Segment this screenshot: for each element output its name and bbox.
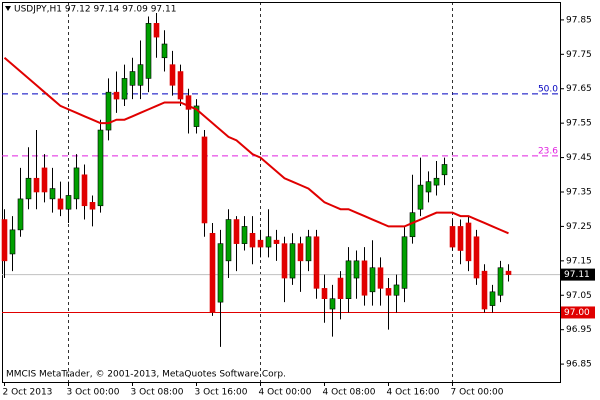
y-tick-label: 97.15 <box>566 256 592 266</box>
candle-body <box>257 239 264 248</box>
candle-body <box>481 270 488 310</box>
candle-body <box>297 243 304 262</box>
candle-body <box>441 164 448 176</box>
candle-body <box>1 219 8 262</box>
candle-body <box>105 91 112 131</box>
x-tick-label: 3 Oct 16:00 <box>195 388 248 398</box>
candle-body <box>385 288 392 296</box>
candle-body <box>377 267 384 289</box>
candle-body <box>209 233 216 313</box>
y-tick-label: 97.75 <box>566 50 592 60</box>
candle-body <box>401 236 408 289</box>
x-tick-label: 4 Oct 08:00 <box>323 388 376 398</box>
candle-body <box>217 243 224 303</box>
candle-body <box>433 177 440 186</box>
candle-body <box>473 236 480 279</box>
chart-title: USDJPY,H1 97.12 97.14 97.09 97.11 <box>14 5 176 15</box>
candle-body <box>33 177 40 193</box>
x-tick-label: 3 Oct 00:00 <box>67 388 120 398</box>
price-label: 97.00 <box>564 308 590 318</box>
moving-average <box>3 57 509 235</box>
y-tick-label: 97.45 <box>566 153 592 163</box>
candle-body <box>353 260 360 279</box>
candle-body <box>137 64 144 86</box>
y-tick-label: 96.95 <box>566 325 592 335</box>
y-tick-label: 96.85 <box>566 360 592 370</box>
y-tick-label: 97.55 <box>566 119 592 129</box>
candle-body <box>153 23 160 38</box>
level-label: 50.0 <box>538 84 558 94</box>
x-tick-label: 4 Oct 16:00 <box>387 388 440 398</box>
candle-body <box>449 226 456 248</box>
candle-body <box>9 229 16 255</box>
candle-body <box>281 243 288 279</box>
candle-body <box>505 270 512 275</box>
candle-body <box>121 78 128 100</box>
candle-body <box>273 239 280 244</box>
candle-body <box>417 184 424 210</box>
candle-body <box>57 198 64 210</box>
candle-body <box>201 136 208 224</box>
candle-body <box>41 167 48 193</box>
y-tick-label: 97.35 <box>566 188 592 198</box>
price-label: 97.11 <box>564 270 590 280</box>
candle-body <box>313 236 320 289</box>
x-tick-label: 4 Oct 00:00 <box>259 388 312 398</box>
candle-body <box>393 284 400 296</box>
candle-body <box>65 195 72 210</box>
candle-body <box>185 95 192 110</box>
candle-body <box>489 291 496 306</box>
candle-body <box>465 222 472 262</box>
y-tick-label: 97.85 <box>566 15 592 25</box>
candle-body <box>25 177 32 200</box>
candle-body <box>169 64 176 86</box>
candle-body <box>97 129 104 207</box>
candle-body <box>225 219 232 262</box>
candle-body <box>305 236 312 262</box>
price-box <box>561 268 595 281</box>
candle-body <box>321 288 328 300</box>
price-box <box>561 306 595 319</box>
y-tick-label: 97.65 <box>566 84 592 94</box>
y-tick-label: 97.05 <box>566 291 592 301</box>
candle-body <box>265 236 272 248</box>
candle-body <box>289 243 296 279</box>
level-label: 23.6 <box>538 146 558 156</box>
footer: MMCIS MetaTrader, © 2001-2013, MetaQuote… <box>6 370 286 380</box>
candle-body <box>361 260 368 296</box>
candle-body <box>129 71 136 86</box>
candle-body <box>369 267 376 293</box>
title-icon <box>5 6 11 11</box>
candle-body <box>457 226 464 251</box>
candle-body <box>249 233 256 248</box>
candle-body <box>233 219 240 244</box>
candle-body <box>113 91 120 100</box>
candle-body <box>161 43 168 59</box>
candle-body <box>337 277 344 300</box>
candle-body <box>81 174 88 207</box>
candle-body <box>177 71 184 100</box>
candle-body <box>145 23 152 79</box>
candle-body <box>425 181 432 193</box>
candle-body <box>241 226 248 244</box>
candle-body <box>329 298 336 310</box>
candle-body <box>193 105 200 127</box>
candle-body <box>89 202 96 210</box>
candle-body <box>73 167 80 200</box>
candle-body <box>345 260 352 300</box>
candle-body <box>17 198 24 231</box>
x-tick-label: 3 Oct 08:00 <box>131 388 184 398</box>
candle-body <box>49 188 56 200</box>
y-tick-label: 97.25 <box>566 222 592 232</box>
x-tick-label: 2 Oct 2013 <box>3 388 53 398</box>
x-tick-label: 7 Oct 00:00 <box>451 388 504 398</box>
candle-body <box>497 267 504 296</box>
